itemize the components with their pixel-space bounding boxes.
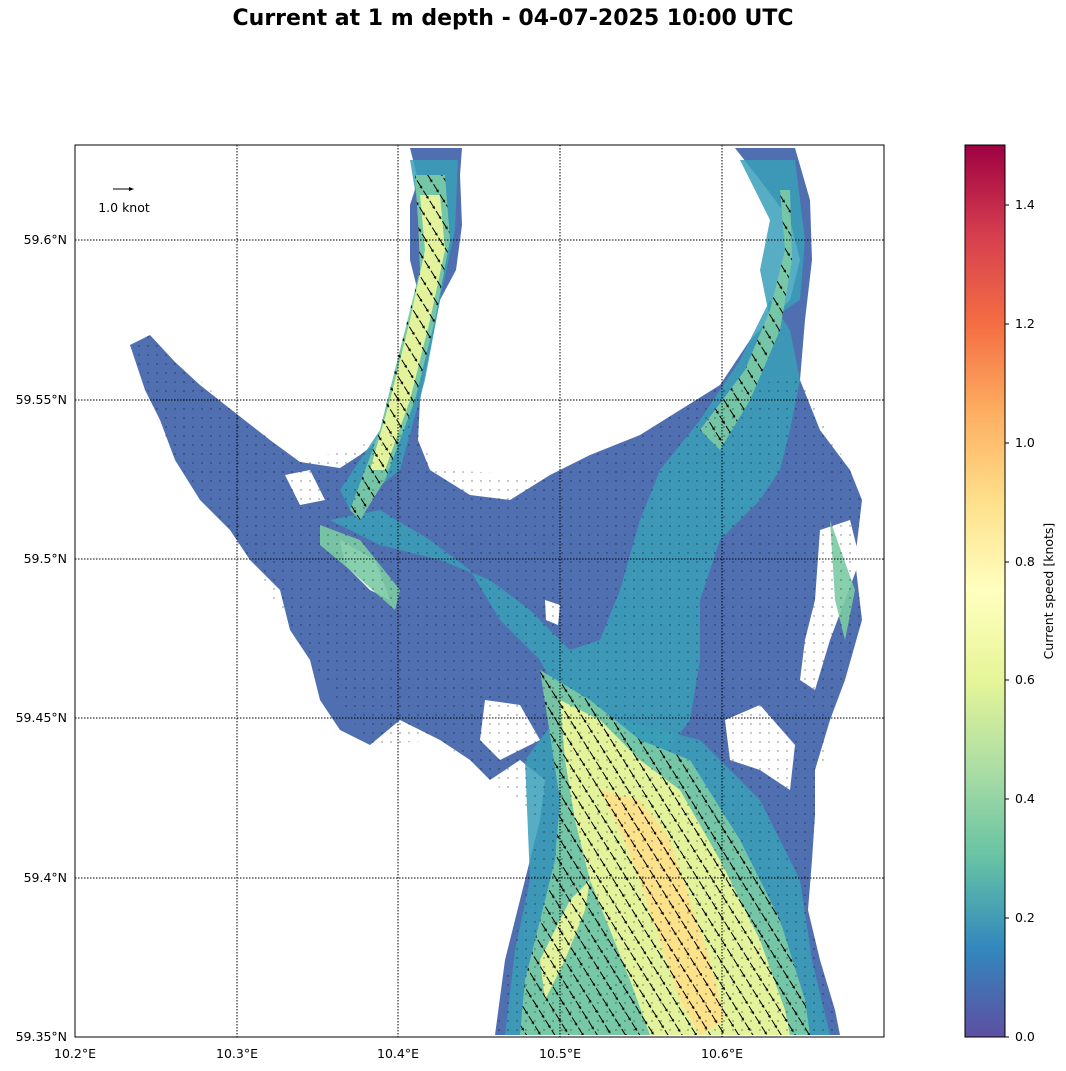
- colorbar-tick-label: 1.4: [1015, 197, 1035, 212]
- map-title: Current at 1 m depth - 04-07-2025 10:00 …: [232, 6, 794, 31]
- colorbar-tick-label: 0.2: [1015, 910, 1035, 925]
- colorbar-ticks: [1005, 204, 1009, 1038]
- colorbar-tick-label: 1.2: [1015, 316, 1035, 331]
- y-tick-label: 59.4°N: [24, 870, 67, 885]
- y-tick-label: 59.55°N: [16, 392, 67, 407]
- colorbar-tick-label: 0.8: [1015, 554, 1035, 569]
- colorbar-tick-label: 0.4: [1015, 791, 1035, 806]
- reference-arrow: [113, 187, 134, 191]
- y-tick-label: 59.6°N: [24, 232, 67, 247]
- colorbar-label: Current speed [knots]: [1041, 523, 1056, 660]
- water-body: [130, 148, 862, 1035]
- x-tick-label: 10.2°E: [54, 1046, 96, 1061]
- y-tick-label: 59.35°N: [16, 1029, 67, 1044]
- reference-arrow-label: 1.0 knot: [98, 200, 150, 215]
- colorbar-tick-label: 0.0: [1015, 1029, 1035, 1044]
- x-tick-label: 10.3°E: [216, 1046, 258, 1061]
- x-tick-label: 10.6°E: [701, 1046, 743, 1061]
- x-tick-label: 10.4°E: [377, 1046, 419, 1061]
- colorbar: [964, 144, 1006, 1038]
- y-tick-label: 59.5°N: [24, 551, 67, 566]
- colorbar-tick-label: 0.6: [1015, 672, 1035, 687]
- x-tick-label: 10.5°E: [539, 1046, 581, 1061]
- colorbar-tick-label: 1.0: [1015, 435, 1035, 450]
- map-frame: [74, 144, 885, 1038]
- y-tick-label: 59.45°N: [16, 710, 67, 725]
